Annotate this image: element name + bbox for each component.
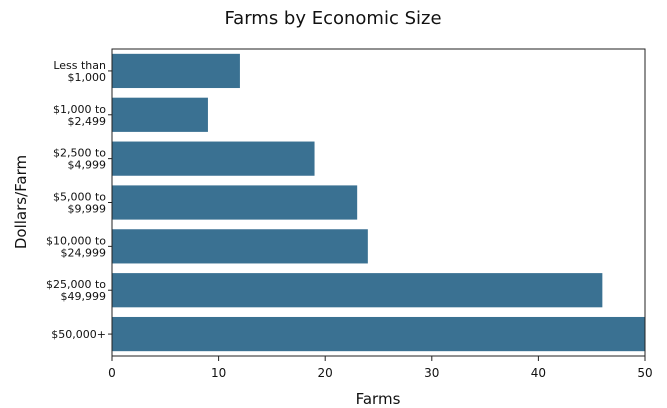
category-label-line: $2,499 xyxy=(68,115,107,128)
category-label-line: $9,999 xyxy=(68,203,107,216)
x-tick-label-4: 40 xyxy=(531,366,546,380)
category-label-1: $1,000 to $2,499 xyxy=(53,103,106,128)
bar-2 xyxy=(112,141,315,176)
plot-frame xyxy=(111,48,646,357)
x-tick-label-0: 0 xyxy=(108,366,116,380)
category-label-line: $4,999 xyxy=(68,159,107,172)
bar-5 xyxy=(112,273,603,308)
category-label-line: $24,999 xyxy=(61,246,107,259)
bar-3 xyxy=(112,185,358,220)
x-tick-label-5: 50 xyxy=(637,366,652,380)
x-tick-label-2: 20 xyxy=(318,366,333,380)
category-label-line: $10,000 to xyxy=(46,234,106,247)
chart-title: Farms by Economic Size xyxy=(224,8,441,29)
category-label-line: $1,000 to xyxy=(53,103,106,116)
bar-4 xyxy=(112,229,368,264)
category-label-line: Less than xyxy=(53,59,106,72)
category-label-5: $25,000 to $49,999 xyxy=(46,278,106,303)
category-label-3: $5,000 to $9,999 xyxy=(53,191,106,216)
category-label-2: $2,500 to $4,999 xyxy=(53,147,106,172)
x-axis-ticks: 0 10 20 30 40 50 xyxy=(108,356,653,380)
bar-1 xyxy=(112,97,208,132)
category-labels: Less than $1,000$1,000 to $2,499$2,500 to $… xyxy=(46,59,112,341)
category-label-line: $5,000 to xyxy=(53,191,106,204)
bar-0 xyxy=(112,53,240,89)
category-label-6: $50,000+ xyxy=(51,328,106,341)
bar-6 xyxy=(112,316,645,352)
category-label-4: $10,000 to $24,999 xyxy=(46,234,106,259)
y-axis-label: Dollars/Farm xyxy=(12,155,30,249)
category-label-line: $49,999 xyxy=(61,290,107,303)
x-tick-label-3: 30 xyxy=(424,366,439,380)
category-label-line: $1,000 xyxy=(68,71,107,84)
category-label-line: $25,000 to xyxy=(46,278,106,291)
x-axis-label: Farms xyxy=(356,390,401,408)
category-label-line: $50,000+ xyxy=(51,328,106,341)
category-label-line: $2,500 to xyxy=(53,147,106,160)
category-label-0: Less than $1,000 xyxy=(53,59,106,84)
bars-group xyxy=(112,53,645,352)
x-tick-label-1: 10 xyxy=(211,366,226,380)
